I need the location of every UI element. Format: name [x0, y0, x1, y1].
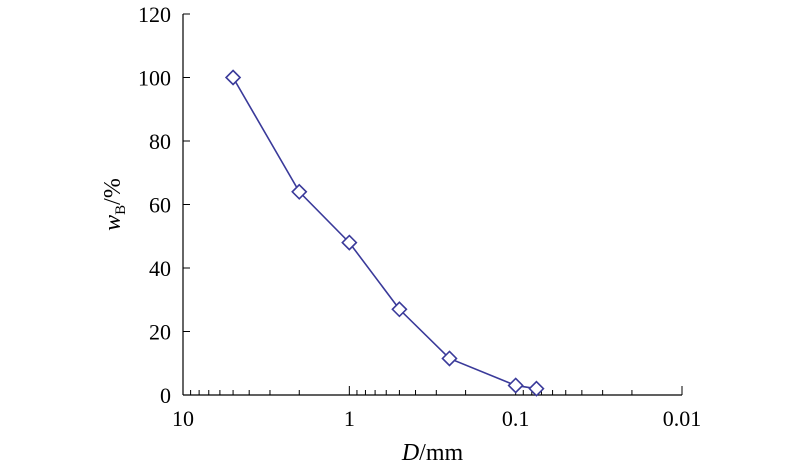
- x-tick-label: 10: [172, 406, 194, 431]
- data-point: [391, 301, 408, 318]
- data-point: [341, 234, 358, 251]
- tick-labels: 0 20 40 60 80 100 120 10 1 0.1 0.01: [138, 2, 701, 431]
- x-axis-title-italic: D: [401, 440, 419, 466]
- x-tick-label: 1: [344, 406, 355, 431]
- plot-area: [224, 69, 545, 397]
- y-axis-title-subscript: B: [113, 205, 129, 215]
- y-axis-title-italic: w: [100, 215, 126, 231]
- x-axis-title-unit: /mm: [419, 440, 463, 466]
- y-tick-label: 60: [149, 193, 171, 218]
- y-axis-title-unit: /%: [100, 178, 126, 205]
- y-tick-label: 120: [138, 2, 171, 27]
- ticks: [182, 13, 683, 396]
- y-axis-title: wB/%: [100, 178, 129, 231]
- series-line: [232, 77, 537, 390]
- y-tick-label: 40: [149, 256, 171, 281]
- data-point: [507, 377, 524, 394]
- y-tick-label: 80: [149, 129, 171, 154]
- x-axis-title: D/mm: [401, 440, 464, 466]
- x-tick-label: 0.1: [502, 406, 530, 431]
- data-point: [528, 380, 545, 397]
- y-tick-label: 0: [160, 383, 171, 408]
- data-point: [291, 183, 308, 200]
- y-tick-label: 100: [138, 66, 171, 91]
- data-point: [441, 350, 458, 367]
- data-point: [224, 69, 242, 86]
- x-tick-label: 0.01: [663, 406, 702, 431]
- y-tick-label: 20: [149, 320, 171, 345]
- axes: [182, 14, 682, 396]
